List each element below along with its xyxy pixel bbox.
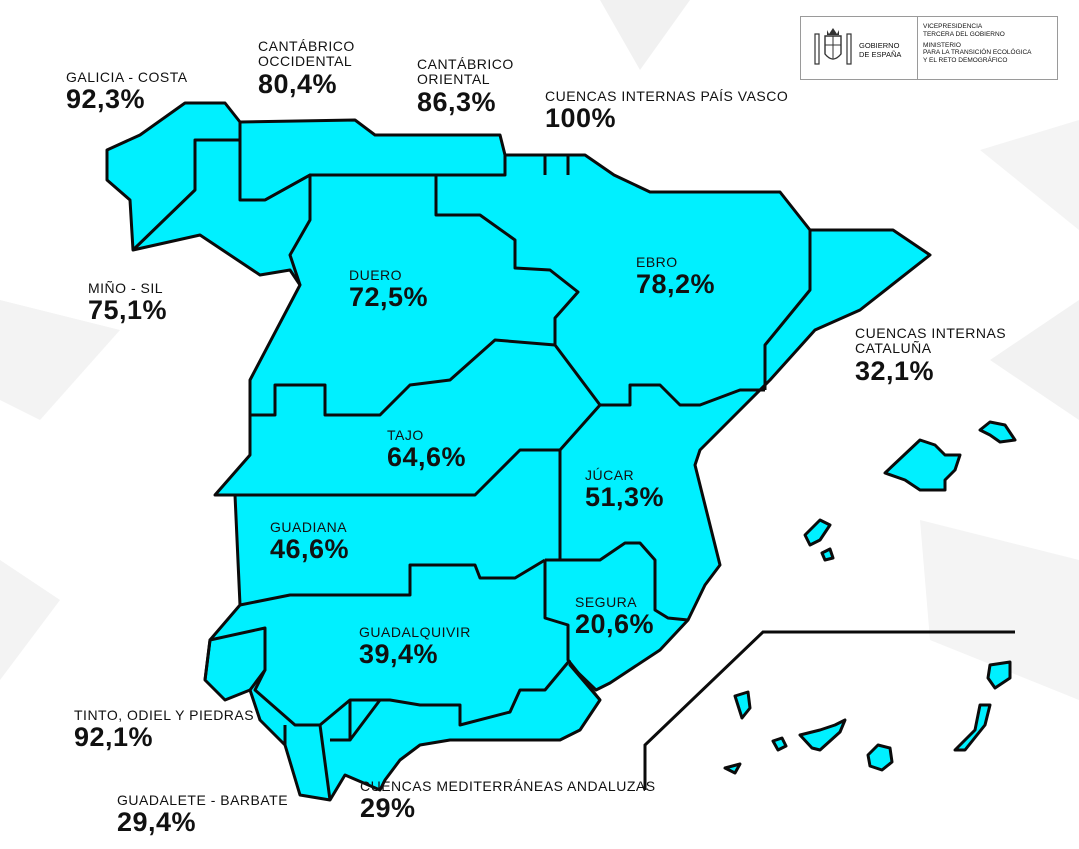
basin-value: 75,1% bbox=[88, 295, 168, 326]
fuerteventura-island bbox=[953, 703, 992, 752]
basin-value: 29,4% bbox=[117, 807, 197, 838]
basin-value: 32,1% bbox=[855, 355, 935, 386]
basin-value: 20,6% bbox=[575, 609, 655, 640]
basin-name: CUENCAS MEDITERRÁNEAS ANDALUZAS bbox=[360, 778, 656, 794]
label-cataluna: CUENCAS INTERNAS CATALUÑA 32,1% bbox=[855, 325, 1007, 386]
basin-name-line1: CANTÁBRICO bbox=[417, 56, 514, 72]
basin-value: 86,3% bbox=[417, 86, 497, 117]
basin-name: GUADIANA bbox=[270, 519, 348, 535]
label-guadalquivir: GUADALQUIVIR 39,4% bbox=[359, 624, 471, 670]
menorca-island bbox=[978, 420, 1017, 444]
logo-ministry-line2: PARA LA TRANSICIÓN ECOLÓGICA bbox=[923, 49, 1032, 57]
basin-value: 92,3% bbox=[66, 84, 146, 115]
label-guadalete-barbate: GUADALETE - BARBATE 29,4% bbox=[117, 792, 289, 838]
gran-canaria-island bbox=[866, 743, 894, 772]
ibiza-island bbox=[803, 518, 832, 547]
coat-of-arms-icon bbox=[814, 28, 852, 65]
logo-government-line1: GOBIERNO bbox=[859, 41, 900, 50]
basin-value: 51,3% bbox=[585, 482, 665, 513]
formentera-island bbox=[820, 547, 835, 562]
logo-ministry-line3: Y EL RETO DEMOGRÁFICO bbox=[923, 57, 1008, 65]
basin-name: CANTÁBRICO ORIENTAL bbox=[417, 56, 514, 88]
basin-name: GALICIA - COSTA bbox=[66, 69, 188, 85]
basin-value: 100% bbox=[545, 103, 617, 134]
logo-government-line2: DE ESPAÑA bbox=[859, 49, 902, 59]
basin-value: 78,2% bbox=[636, 269, 716, 300]
basin-name-line2: ORIENTAL bbox=[417, 71, 490, 88]
basin-name: TAJO bbox=[387, 427, 424, 443]
label-cantabrico-occidental: CANTÁBRICO OCCIDENTAL 80,4% bbox=[258, 38, 355, 99]
basin-value: 29% bbox=[360, 793, 416, 824]
la-gomera-island bbox=[771, 736, 788, 752]
logo-vice-line1: VICEPRESIDENCIA bbox=[923, 23, 983, 30]
basin-value: 39,4% bbox=[359, 639, 439, 670]
label-mediterraneas-andaluzas: CUENCAS MEDITERRÁNEAS ANDALUZAS 29% bbox=[360, 778, 656, 824]
basin-name: MIÑO - SIL bbox=[88, 280, 164, 296]
la-palma-island bbox=[733, 690, 752, 720]
label-guadiana: GUADIANA 46,6% bbox=[270, 519, 350, 565]
mallorca-island bbox=[883, 438, 962, 492]
label-ebro: EBRO 78,2% bbox=[636, 254, 716, 300]
basin-name: CANTÁBRICO OCCIDENTAL bbox=[258, 38, 355, 70]
label-mino-sil: MIÑO - SIL 75,1% bbox=[88, 280, 168, 326]
label-tinto-odiel-piedras: TINTO, ODIEL Y PIEDRAS 92,1% bbox=[74, 707, 255, 753]
basin-value: 92,1% bbox=[74, 722, 154, 753]
basin-value: 64,6% bbox=[387, 442, 467, 473]
basin-name-line1: CANTÁBRICO bbox=[258, 38, 355, 54]
basin-name: SEGURA bbox=[575, 594, 638, 610]
basin-borders bbox=[131, 122, 812, 801]
label-duero: DUERO 72,5% bbox=[349, 267, 429, 313]
basin-name: GUADALETE - BARBATE bbox=[117, 792, 289, 808]
basin-name: DUERO bbox=[349, 267, 403, 283]
label-tajo: TAJO 64,6% bbox=[387, 427, 467, 473]
basin-name: GUADALQUIVIR bbox=[359, 624, 471, 640]
basin-name: TINTO, ODIEL Y PIEDRAS bbox=[74, 707, 255, 723]
basin-value: 72,5% bbox=[349, 282, 429, 313]
basin-name: JÚCAR bbox=[585, 467, 635, 483]
government-logo: GOBIERNO DE ESPAÑA VICEPRESIDENCIA TERCE… bbox=[800, 16, 1058, 80]
logo-left-panel: GOBIERNO DE ESPAÑA bbox=[801, 17, 918, 79]
basin-value: 80,4% bbox=[258, 68, 338, 99]
canary-inset-border bbox=[643, 630, 1015, 790]
label-segura: SEGURA 20,6% bbox=[575, 594, 655, 640]
basin-name: CUENCAS INTERNAS PAÍS VASCO bbox=[545, 88, 789, 104]
basin-name: EBRO bbox=[636, 254, 678, 270]
logo-right-panel: VICEPRESIDENCIA TERCERA DEL GOBIERNO MIN… bbox=[923, 23, 1032, 65]
label-cantabrico-oriental: CANTÁBRICO ORIENTAL 86,3% bbox=[417, 56, 514, 117]
label-galicia-costa: GALICIA - COSTA 92,3% bbox=[66, 69, 188, 115]
basin-name-line2: CATALUÑA bbox=[855, 340, 932, 357]
lanzarote-island bbox=[986, 660, 1012, 690]
label-jucar: JÚCAR 51,3% bbox=[585, 467, 665, 513]
label-pais-vasco: CUENCAS INTERNAS PAÍS VASCO 100% bbox=[545, 88, 789, 134]
el-hierro-island bbox=[723, 762, 742, 775]
basin-name: CUENCAS INTERNAS CATALUÑA bbox=[855, 325, 1007, 357]
basin-value: 46,6% bbox=[270, 534, 350, 565]
logo-ministry-line1: MINISTERIO bbox=[923, 41, 961, 49]
basin-name-line1: CUENCAS INTERNAS bbox=[855, 325, 1007, 341]
logo-vice-line2: TERCERA DEL GOBIERNO bbox=[923, 30, 1005, 38]
tenerife-island bbox=[798, 718, 847, 752]
basin-name-line2: OCCIDENTAL bbox=[258, 53, 353, 70]
